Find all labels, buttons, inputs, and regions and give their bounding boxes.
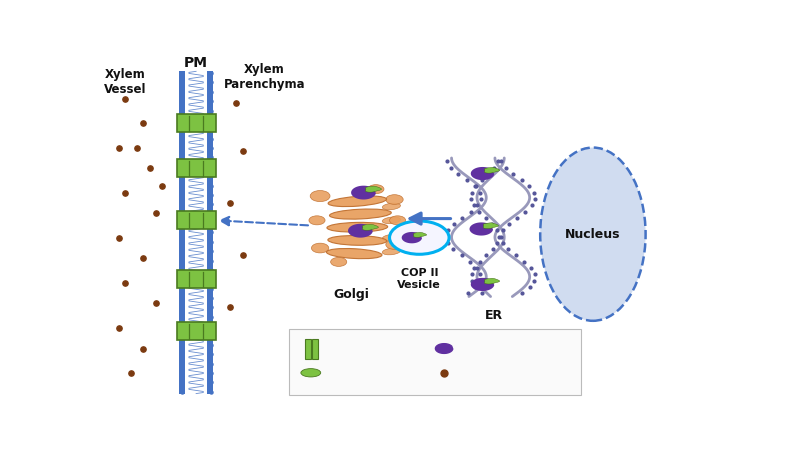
Ellipse shape <box>326 248 382 259</box>
Polygon shape <box>484 278 500 284</box>
Ellipse shape <box>382 203 401 210</box>
Text: CmHKT1;1: CmHKT1;1 <box>326 343 384 354</box>
Circle shape <box>309 216 325 225</box>
Text: Xylem
Vessel: Xylem Vessel <box>103 68 146 96</box>
Text: Xylem
Parenchyma: Xylem Parenchyma <box>223 63 305 90</box>
Circle shape <box>390 216 406 225</box>
Polygon shape <box>435 344 453 353</box>
Polygon shape <box>470 167 494 180</box>
Polygon shape <box>366 186 382 192</box>
Polygon shape <box>484 167 500 173</box>
Text: CmHKT1;1: CmHKT1;1 <box>326 368 384 378</box>
Ellipse shape <box>330 209 391 219</box>
Text: Nucleus: Nucleus <box>565 228 621 241</box>
Ellipse shape <box>382 234 401 241</box>
Circle shape <box>386 240 403 249</box>
Circle shape <box>394 234 408 242</box>
Ellipse shape <box>382 248 401 255</box>
FancyBboxPatch shape <box>177 114 216 132</box>
Ellipse shape <box>328 235 386 245</box>
FancyBboxPatch shape <box>177 322 216 340</box>
Text: Golgi: Golgi <box>333 288 369 301</box>
Text: COP II
Vesicle: COP II Vesicle <box>398 268 441 290</box>
FancyBboxPatch shape <box>177 270 216 288</box>
Circle shape <box>311 243 329 253</box>
Polygon shape <box>348 224 373 238</box>
FancyBboxPatch shape <box>177 159 216 177</box>
Text: PM: PM <box>184 56 208 70</box>
Ellipse shape <box>328 196 386 207</box>
FancyBboxPatch shape <box>306 339 311 359</box>
FancyBboxPatch shape <box>177 212 216 230</box>
Polygon shape <box>362 224 378 230</box>
Polygon shape <box>470 278 494 291</box>
Ellipse shape <box>382 217 401 224</box>
Ellipse shape <box>301 369 321 377</box>
FancyBboxPatch shape <box>312 339 318 359</box>
Circle shape <box>330 257 346 266</box>
Circle shape <box>368 184 384 194</box>
Circle shape <box>310 190 330 202</box>
Ellipse shape <box>540 148 646 321</box>
Bar <box>207 71 213 394</box>
Text: Na⁺: Na⁺ <box>455 368 476 378</box>
Polygon shape <box>402 232 422 243</box>
Text: CmCNIH1: CmCNIH1 <box>458 343 511 354</box>
Circle shape <box>386 195 403 204</box>
Bar <box>185 71 207 394</box>
Polygon shape <box>483 223 498 229</box>
Polygon shape <box>351 186 376 199</box>
FancyBboxPatch shape <box>289 329 581 395</box>
Polygon shape <box>470 222 493 235</box>
Circle shape <box>390 221 449 254</box>
Bar <box>179 71 185 394</box>
Polygon shape <box>414 232 426 237</box>
Text: ER: ER <box>485 309 502 322</box>
Ellipse shape <box>327 222 388 232</box>
